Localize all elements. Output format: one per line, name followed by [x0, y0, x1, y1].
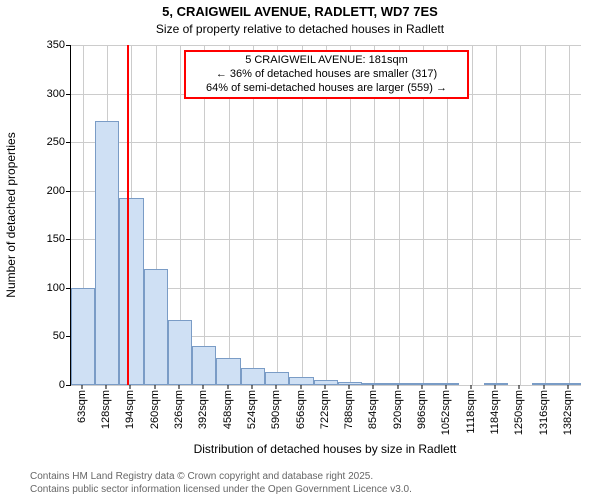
x-tick-label: 1184sqm — [489, 390, 501, 434]
histogram-bar — [144, 269, 168, 385]
x-tick-mark — [227, 385, 228, 389]
y-tick-label: 100 — [25, 282, 65, 294]
x-tick-mark — [373, 385, 374, 389]
histogram-bar — [265, 372, 289, 385]
x-tick-label: 722sqm — [319, 390, 331, 429]
x-tick-mark — [130, 385, 131, 389]
gridline-horizontal — [71, 385, 581, 386]
chart-title: 5, CRAIGWEIL AVENUE, RADLETT, WD7 7ES — [0, 4, 600, 19]
gridline-vertical — [472, 45, 473, 385]
x-tick-mark — [82, 385, 83, 389]
x-tick-mark — [178, 385, 179, 389]
x-tick-mark — [543, 385, 544, 389]
y-tick-mark — [66, 142, 70, 143]
x-tick-label: 986sqm — [416, 390, 428, 429]
y-tick-label: 350 — [25, 39, 65, 51]
y-tick-label: 200 — [25, 185, 65, 197]
y-tick-mark — [66, 94, 70, 95]
histogram-bar — [168, 320, 192, 385]
x-tick-label: 920sqm — [392, 390, 404, 429]
histogram-bar — [119, 198, 143, 385]
footer-line-2: Contains public sector information licen… — [30, 484, 412, 497]
y-tick-label: 0 — [25, 379, 65, 391]
histogram-bar — [71, 288, 95, 385]
y-axis-label: Number of detached properties — [4, 132, 18, 297]
x-tick-mark — [154, 385, 155, 389]
x-tick-label: 788sqm — [343, 390, 355, 429]
x-tick-label: 392sqm — [197, 390, 209, 429]
plot-area: 5 CRAIGWEIL AVENUE: 181sqm← 36% of detac… — [70, 45, 581, 386]
annotation-line: 64% of semi-detached houses are larger (… — [192, 82, 461, 96]
histogram-bar — [557, 383, 581, 385]
x-tick-mark — [519, 385, 520, 389]
x-tick-mark — [422, 385, 423, 389]
histogram-bar — [241, 368, 265, 385]
histogram-bar — [192, 346, 216, 385]
y-tick-mark — [66, 288, 70, 289]
gridline-vertical — [496, 45, 497, 385]
x-tick-mark — [446, 385, 447, 389]
x-axis-label: Distribution of detached houses by size … — [70, 442, 580, 456]
chart-container: 5, CRAIGWEIL AVENUE, RADLETT, WD7 7ES Si… — [0, 0, 600, 500]
histogram-bar — [411, 383, 435, 385]
histogram-bar — [216, 358, 240, 385]
y-tick-mark — [66, 45, 70, 46]
y-tick-label: 300 — [25, 88, 65, 100]
x-tick-label: 1052sqm — [440, 390, 452, 435]
histogram-bar — [314, 380, 338, 385]
x-tick-label: 194sqm — [124, 390, 136, 429]
y-tick-mark — [66, 191, 70, 192]
annotation-line: ← 36% of detached houses are smaller (31… — [192, 68, 461, 82]
annotation-box: 5 CRAIGWEIL AVENUE: 181sqm← 36% of detac… — [184, 50, 469, 99]
annotation-line: 5 CRAIGWEIL AVENUE: 181sqm — [192, 54, 461, 68]
histogram-bar — [532, 383, 556, 385]
footer-line-1: Contains HM Land Registry data © Crown c… — [30, 471, 412, 484]
y-tick-mark — [66, 385, 70, 386]
x-tick-label: 128sqm — [100, 390, 112, 429]
x-tick-label: 1250sqm — [513, 390, 525, 435]
y-tick-label: 250 — [25, 136, 65, 148]
x-tick-mark — [106, 385, 107, 389]
y-tick-label: 50 — [25, 330, 65, 342]
reference-line — [127, 45, 129, 385]
histogram-bar — [387, 383, 411, 385]
x-tick-mark — [397, 385, 398, 389]
x-tick-mark — [349, 385, 350, 389]
x-tick-mark — [324, 385, 325, 389]
histogram-bar — [435, 383, 459, 385]
x-tick-label: 524sqm — [246, 390, 258, 429]
x-tick-label: 590sqm — [270, 390, 282, 429]
y-tick-label: 150 — [25, 233, 65, 245]
x-tick-label: 326sqm — [173, 390, 185, 429]
x-tick-label: 260sqm — [149, 390, 161, 429]
y-tick-mark — [66, 336, 70, 337]
x-tick-mark — [470, 385, 471, 389]
histogram-bar — [338, 382, 362, 385]
x-tick-label: 1382sqm — [562, 390, 574, 435]
gridline-vertical — [545, 45, 546, 385]
footer-attribution: Contains HM Land Registry data © Crown c… — [30, 471, 412, 496]
gridline-vertical — [569, 45, 570, 385]
gridline-vertical — [520, 45, 521, 385]
histogram-bar — [484, 383, 508, 385]
x-tick-mark — [567, 385, 568, 389]
x-tick-label: 1316sqm — [538, 390, 550, 435]
y-tick-mark — [66, 239, 70, 240]
x-tick-mark — [203, 385, 204, 389]
x-tick-mark — [300, 385, 301, 389]
histogram-bar — [95, 121, 119, 385]
x-tick-mark — [276, 385, 277, 389]
x-tick-label: 458sqm — [222, 390, 234, 429]
x-tick-label: 656sqm — [295, 390, 307, 429]
x-tick-label: 854sqm — [367, 390, 379, 429]
x-tick-mark — [251, 385, 252, 389]
chart-subtitle: Size of property relative to detached ho… — [0, 22, 600, 36]
x-tick-label: 63sqm — [76, 390, 88, 423]
histogram-bar — [289, 377, 313, 385]
x-tick-label: 1118sqm — [465, 390, 477, 434]
histogram-bar — [362, 383, 386, 385]
x-tick-mark — [494, 385, 495, 389]
